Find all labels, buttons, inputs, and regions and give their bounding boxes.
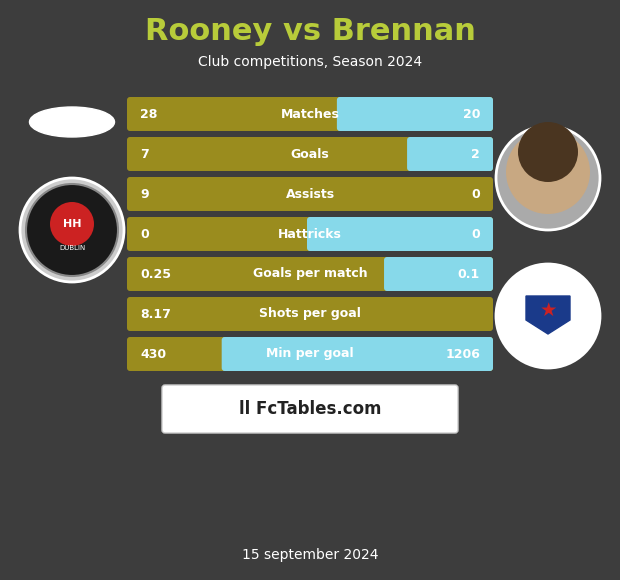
FancyBboxPatch shape [127, 337, 493, 371]
Circle shape [496, 264, 600, 368]
Text: Assists: Assists [285, 187, 335, 201]
Polygon shape [526, 296, 570, 334]
FancyBboxPatch shape [307, 217, 493, 251]
FancyBboxPatch shape [407, 137, 493, 171]
Text: 430: 430 [140, 347, 166, 361]
Text: HH: HH [63, 219, 81, 229]
FancyBboxPatch shape [162, 385, 458, 433]
Text: Shots per goal: Shots per goal [259, 307, 361, 321]
Circle shape [26, 184, 118, 276]
Text: 7: 7 [140, 147, 149, 161]
Text: Goals: Goals [291, 147, 329, 161]
Text: 15 september 2024: 15 september 2024 [242, 548, 378, 562]
FancyBboxPatch shape [127, 177, 493, 211]
Text: Goals per match: Goals per match [253, 267, 367, 281]
Circle shape [496, 126, 600, 230]
FancyBboxPatch shape [384, 257, 493, 291]
Text: 1206: 1206 [445, 347, 480, 361]
Text: DUBLIN: DUBLIN [59, 245, 85, 251]
FancyBboxPatch shape [222, 337, 493, 371]
Text: 0.25: 0.25 [140, 267, 171, 281]
Text: 20: 20 [463, 107, 480, 121]
FancyBboxPatch shape [127, 137, 493, 171]
FancyBboxPatch shape [127, 217, 493, 251]
Text: Hattricks: Hattricks [278, 227, 342, 241]
Circle shape [506, 130, 590, 214]
Text: 8.17: 8.17 [140, 307, 171, 321]
Ellipse shape [30, 107, 115, 137]
Circle shape [518, 122, 578, 182]
Text: Min per goal: Min per goal [266, 347, 354, 361]
Text: ★: ★ [539, 300, 557, 320]
Text: Rooney vs Brennan: Rooney vs Brennan [144, 17, 476, 46]
FancyBboxPatch shape [127, 257, 493, 291]
Circle shape [20, 178, 124, 282]
Text: 0: 0 [471, 187, 480, 201]
Text: Matches: Matches [281, 107, 339, 121]
FancyBboxPatch shape [127, 297, 493, 331]
Circle shape [50, 202, 94, 246]
Text: 2: 2 [471, 147, 480, 161]
Text: Club competitions, Season 2024: Club competitions, Season 2024 [198, 55, 422, 69]
FancyBboxPatch shape [127, 97, 493, 131]
Text: 0: 0 [140, 227, 149, 241]
Text: 0.1: 0.1 [458, 267, 480, 281]
Text: 9: 9 [140, 187, 149, 201]
Text: 0: 0 [471, 227, 480, 241]
FancyBboxPatch shape [337, 97, 493, 131]
Text: ll FcTables.com: ll FcTables.com [239, 400, 381, 418]
Text: 28: 28 [140, 107, 157, 121]
